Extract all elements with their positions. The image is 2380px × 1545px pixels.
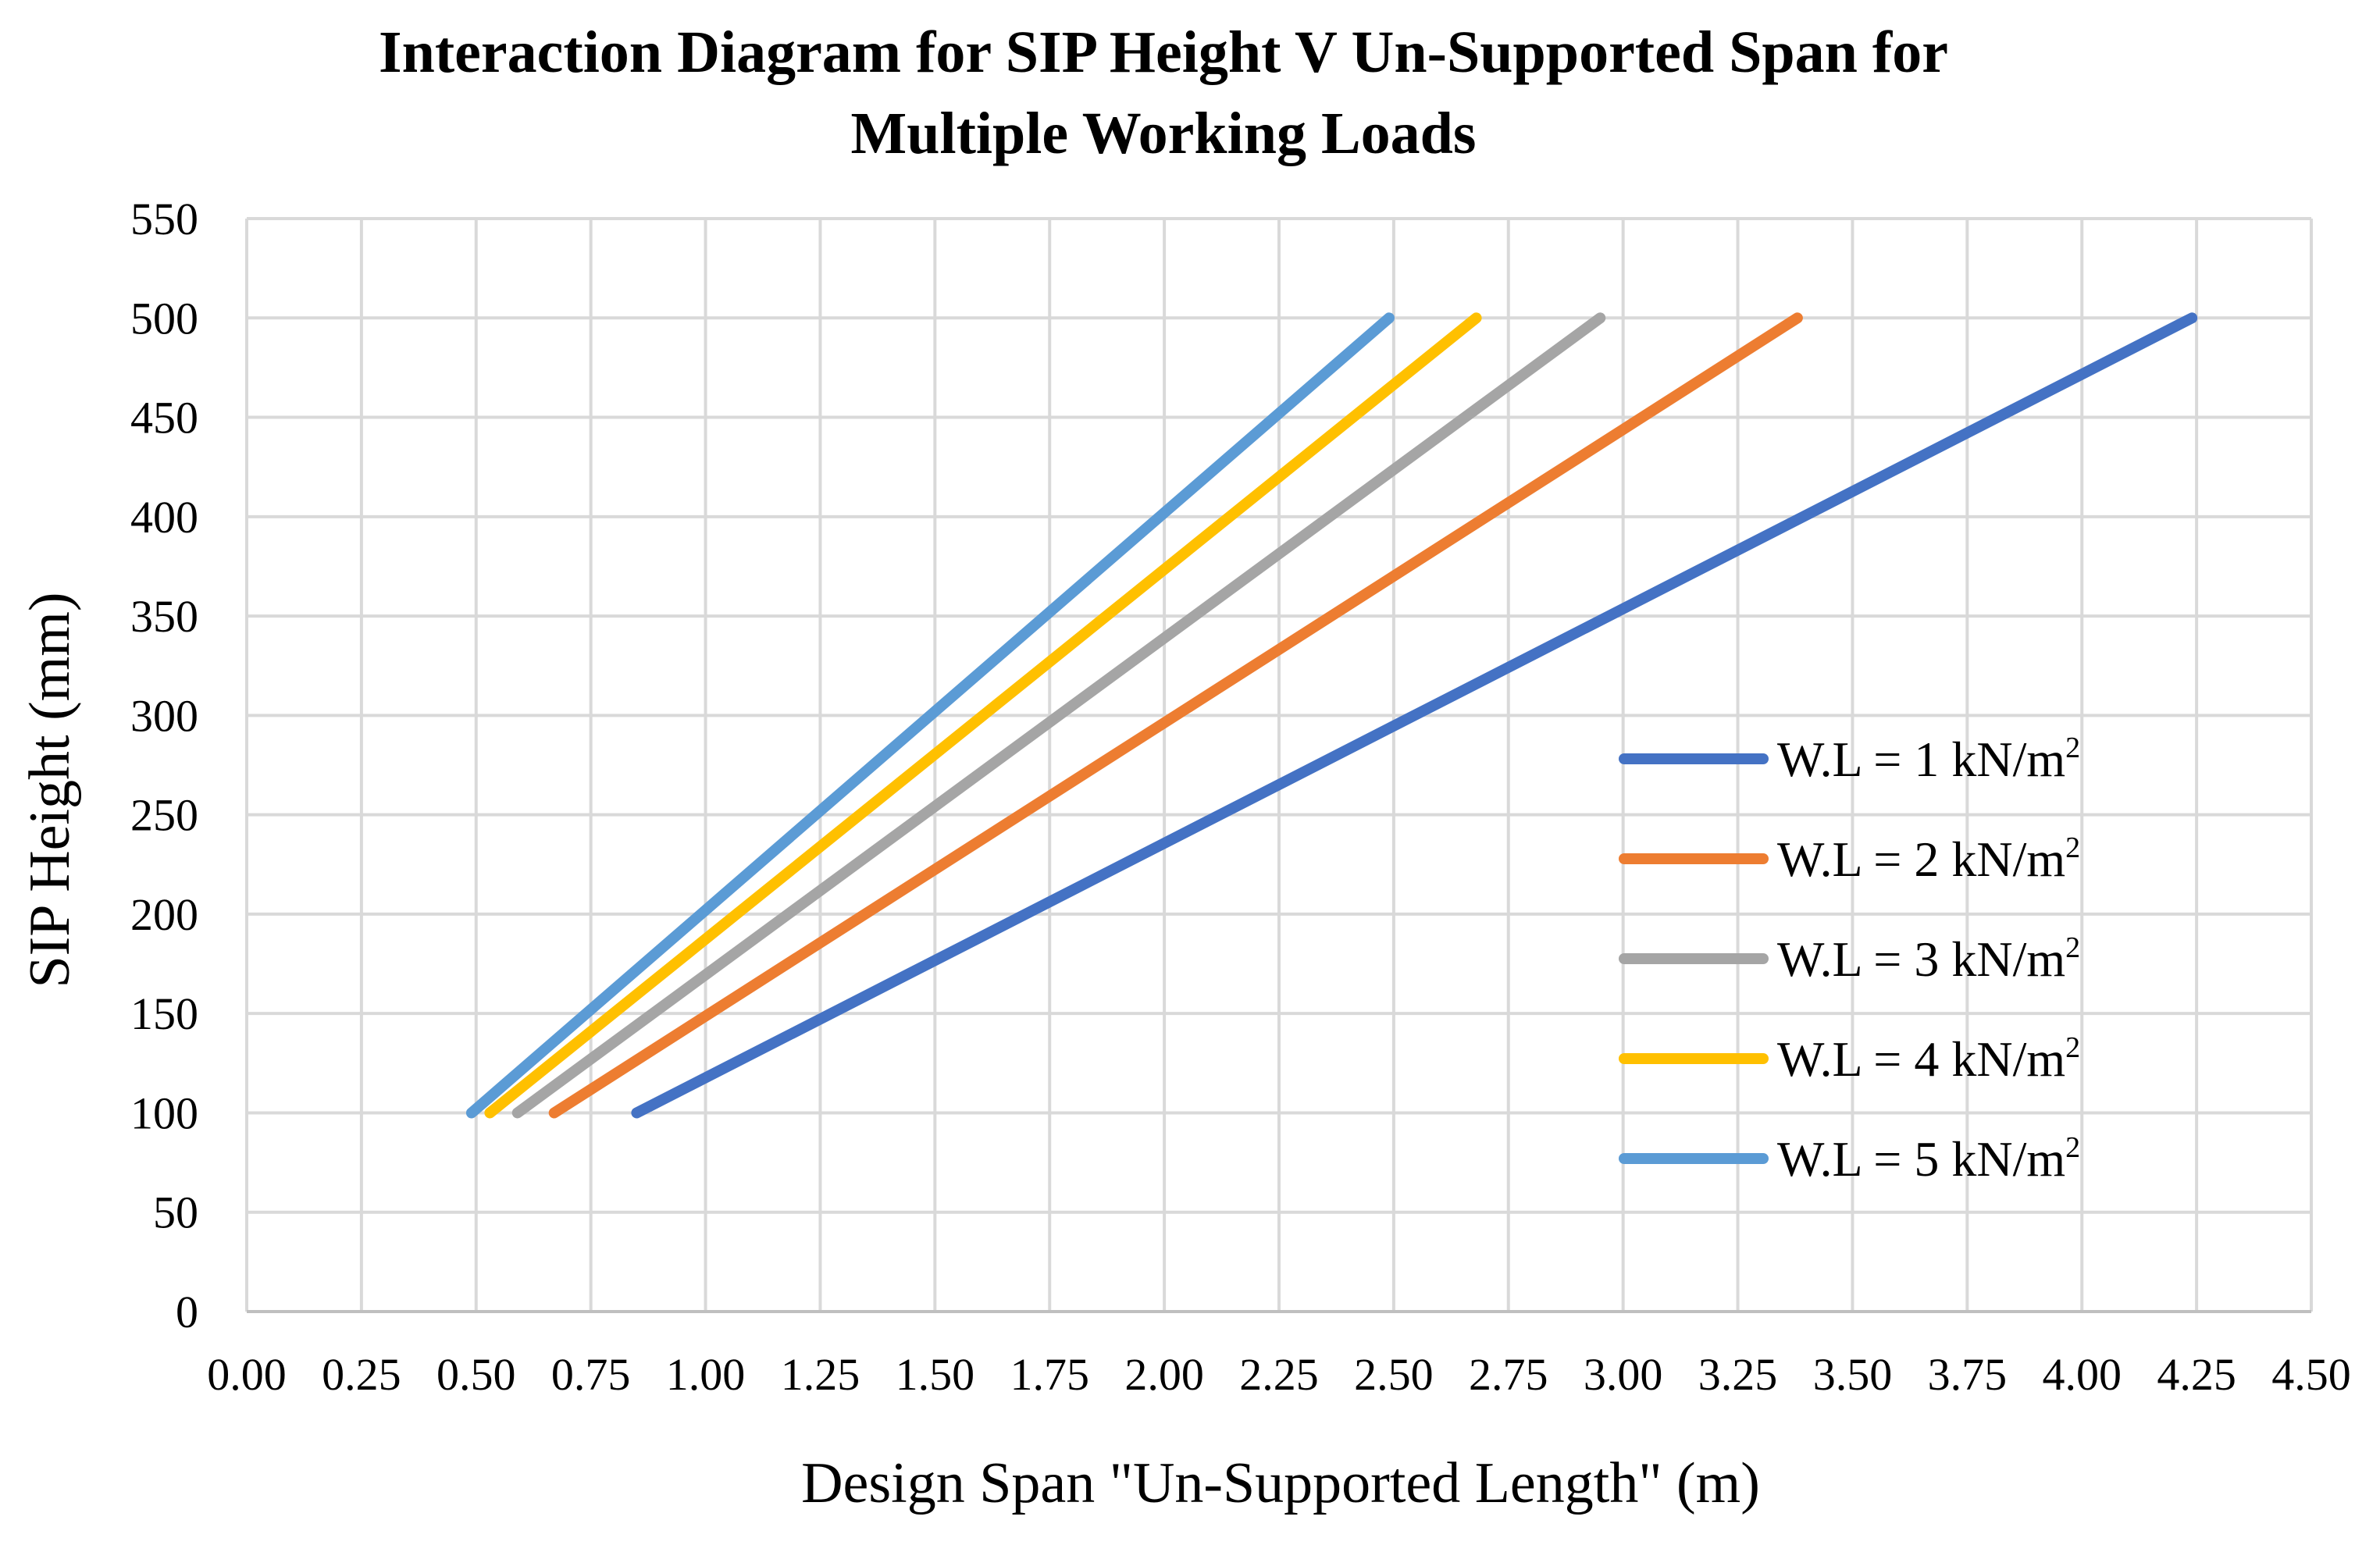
legend-label-1: W.L = 1 kN/m2 xyxy=(1777,732,2080,787)
y-tick-label: 50 xyxy=(153,1187,198,1238)
x-tick-label: 4.50 xyxy=(2271,1349,2351,1400)
y-tick-label: 150 xyxy=(130,988,198,1039)
legend-label-superscript: 2 xyxy=(2065,831,2080,864)
legend-label-superscript: 2 xyxy=(2065,1131,2080,1164)
legend-item-3: W.L = 3 kN/m2 xyxy=(1619,931,2080,987)
legend-label-2: W.L = 2 kN/m2 xyxy=(1777,831,2080,887)
x-tick-label: 3.75 xyxy=(1928,1349,2008,1400)
x-tick-label: 2.75 xyxy=(1469,1349,1548,1400)
legend-label-superscript: 2 xyxy=(2065,1031,2080,1064)
x-tick-label: 0.50 xyxy=(436,1349,516,1400)
x-tick-label: 3.50 xyxy=(1813,1349,1893,1400)
y-tick-label: 100 xyxy=(130,1088,198,1138)
x-tick-label: 3.25 xyxy=(1698,1349,1778,1400)
legend-label-4: W.L = 4 kN/m2 xyxy=(1777,1031,2080,1087)
y-axis-title: SIP Height (mm) xyxy=(18,592,82,988)
chart-title-line-2: Multiple Working Loads xyxy=(850,101,1476,166)
y-tick-label: 350 xyxy=(130,591,198,642)
series-line-1 xyxy=(631,312,2198,1119)
y-tick-label: 550 xyxy=(130,194,198,244)
x-tick-label: 1.50 xyxy=(896,1349,975,1400)
x-axis-ticks: 0.00 0.25 0.50 0.75 1.00 1.25 1.50 1.75 2.00 2.25… xyxy=(207,1349,2351,1400)
x-tick-label: 0.00 xyxy=(207,1349,287,1400)
legend-label-text: W.L = 3 kN/m xyxy=(1777,931,2065,987)
x-tick-label: 2.00 xyxy=(1124,1349,1204,1400)
y-tick-label: 450 xyxy=(130,393,198,443)
series-line-4 xyxy=(484,312,1482,1119)
y-tick-label: 200 xyxy=(130,889,198,940)
y-tick-label: 0 xyxy=(176,1287,198,1337)
x-tick-label: 0.75 xyxy=(551,1349,631,1400)
legend-label-5: W.L = 5 kN/m2 xyxy=(1777,1131,2080,1187)
legend-label-text: W.L = 2 kN/m xyxy=(1777,831,2065,887)
legend-label-superscript: 2 xyxy=(2065,931,2080,964)
y-tick-label: 500 xyxy=(130,293,198,344)
y-tick-label: 400 xyxy=(130,492,198,543)
x-tick-label: 1.00 xyxy=(666,1349,746,1400)
series-line-3 xyxy=(511,312,1606,1119)
legend: W.L = 1 kN/m2W.L = 2 kN/m2W.L = 3 kN/m2W… xyxy=(1619,732,2080,1187)
x-tick-label: 3.00 xyxy=(1584,1349,1663,1400)
grid xyxy=(245,217,2313,1313)
x-tick-label: 2.50 xyxy=(1354,1349,1434,1400)
x-tick-label: 1.25 xyxy=(781,1349,860,1400)
series-group xyxy=(465,312,2198,1119)
legend-label-text: W.L = 4 kN/m xyxy=(1777,1031,2065,1087)
series-line-2 xyxy=(548,312,1803,1119)
y-tick-label: 300 xyxy=(130,690,198,741)
legend-label-3: W.L = 3 kN/m2 xyxy=(1777,931,2080,987)
x-tick-label: 1.75 xyxy=(1010,1349,1089,1400)
chart-title: Interaction Diagram for SIP Height V Un-… xyxy=(379,20,1948,166)
legend-label-superscript: 2 xyxy=(2065,732,2080,764)
legend-item-2: W.L = 2 kN/m2 xyxy=(1619,831,2080,887)
y-axis-ticks: 0 50 100 150 200 250 300 350 400 450 500 550 xyxy=(130,194,198,1337)
x-tick-label: 4.00 xyxy=(2042,1349,2122,1400)
legend-item-4: W.L = 4 kN/m2 xyxy=(1619,1031,2080,1087)
x-tick-label: 2.25 xyxy=(1239,1349,1319,1400)
x-tick-label: 4.25 xyxy=(2157,1349,2236,1400)
legend-label-text: W.L = 5 kN/m xyxy=(1777,1131,2065,1187)
x-axis-title: Design Span "Un-Supported Length" (m) xyxy=(801,1451,1760,1515)
x-tick-label: 0.25 xyxy=(322,1349,401,1400)
legend-item-5: W.L = 5 kN/m2 xyxy=(1619,1131,2080,1187)
legend-item-1: W.L = 1 kN/m2 xyxy=(1619,732,2080,787)
series-line-5 xyxy=(465,312,1395,1119)
chart-title-line-1: Interaction Diagram for SIP Height V Un-… xyxy=(379,20,1948,85)
y-tick-label: 250 xyxy=(130,790,198,841)
legend-label-text: W.L = 1 kN/m xyxy=(1777,732,2065,787)
